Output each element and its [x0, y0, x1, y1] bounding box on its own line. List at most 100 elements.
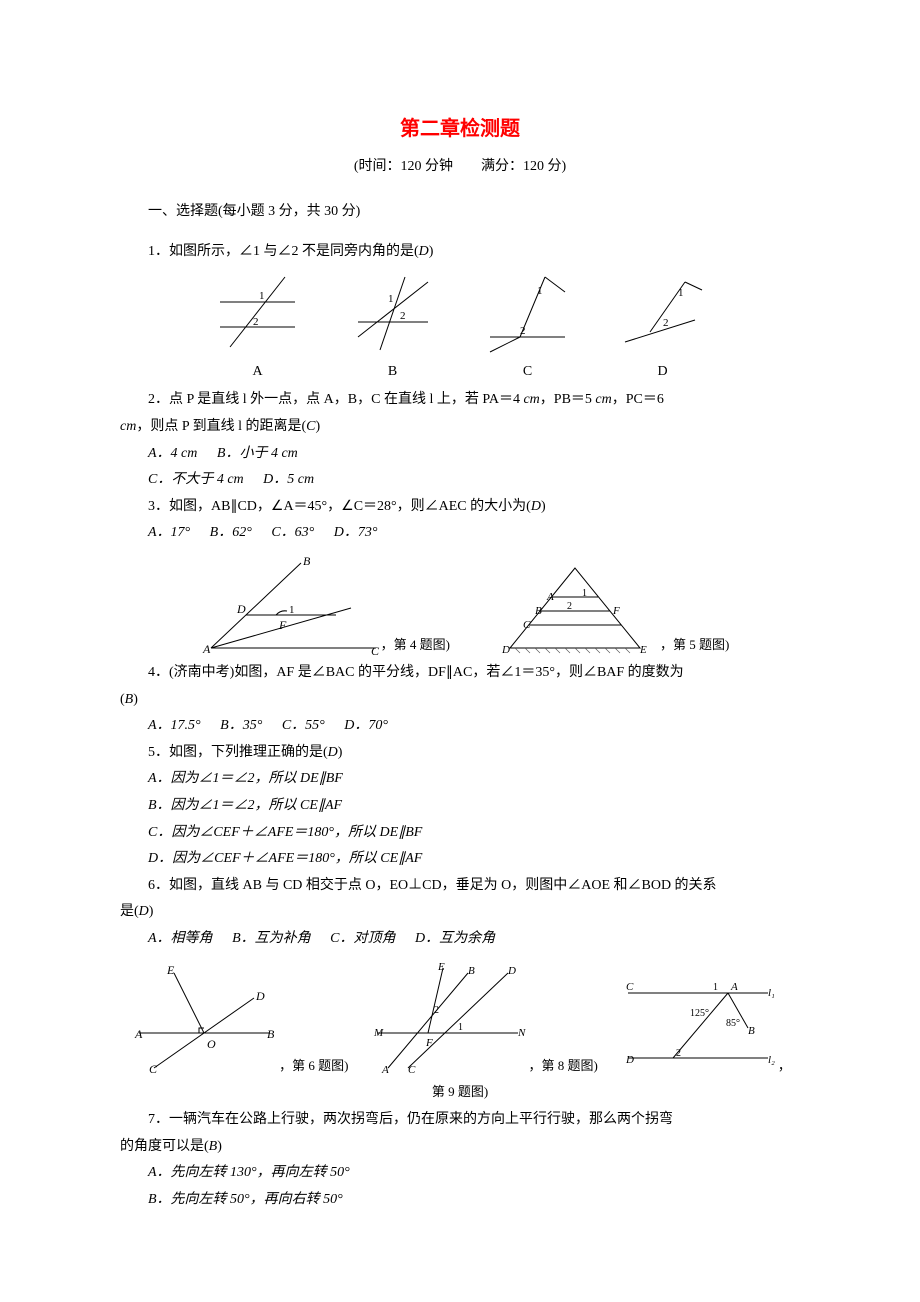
q4-suffix: )	[133, 692, 138, 707]
svg-text:B: B	[267, 1027, 275, 1041]
q8-svg: M N A C B D E F 1 2	[368, 958, 528, 1078]
q6-line2: 是(D)	[120, 899, 800, 926]
q7-prefix: 7．一辆汽车在公路上行驶，两次拐弯后，仍在原来的方向上平行行驶，那么两个拐弯	[148, 1112, 673, 1127]
q4-opts: A．17.5° B．35° C．55° D．70°	[120, 713, 800, 740]
svg-text:A: A	[730, 981, 738, 993]
q7-suffix: )	[217, 1139, 222, 1154]
q5-prefix: 5．如图，下列推理正确的是(	[148, 745, 328, 760]
svg-text:2: 2	[663, 317, 669, 329]
q3-optC: C．63°	[271, 525, 314, 540]
q4-svg: A B C D F 1	[191, 553, 381, 658]
q9-caption-inline: ，	[778, 1054, 791, 1079]
q1-fig-a: 1 2 A	[215, 272, 300, 386]
q6-svg: A B C D E O	[129, 958, 279, 1078]
svg-text:A: A	[546, 591, 554, 603]
svg-text:F: F	[425, 1037, 433, 1049]
q7-answer: B	[209, 1139, 218, 1154]
q2-l1c: ，PC＝6	[612, 392, 664, 407]
q3-optD: D．73°	[334, 525, 378, 540]
svg-text:O: O	[207, 1037, 216, 1051]
q5-optB-line: B．因为∠1＝∠2，所以 CE∥AF	[120, 793, 800, 820]
q3-optB: B．62°	[210, 525, 252, 540]
q3-text: 3．如图，AB∥CD，∠A＝45°，∠C＝28°，则∠AEC 的大小为(D)	[120, 494, 800, 521]
q2-opts-1: A．4 cm B．小于 4 cm	[120, 441, 800, 468]
q2-l1b: ，PB＝5	[540, 392, 596, 407]
q7-optA: A．先向左转 130°，再向左转 50°	[148, 1165, 350, 1180]
q7-text: 7．一辆汽车在公路上行驶，两次拐弯后，仍在原来的方向上平行行驶，那么两个拐弯	[120, 1107, 800, 1134]
q4-optD: D．70°	[344, 718, 388, 733]
q2-l2b: )	[316, 419, 321, 434]
q3-suffix: )	[541, 499, 546, 514]
q5-optA: A．因为∠1＝∠2，所以 DE∥BF	[148, 771, 343, 786]
q6-optC: C．对顶角	[330, 931, 395, 946]
svg-text:1: 1	[678, 287, 684, 299]
svg-text:2: 2	[567, 601, 572, 612]
svg-text:1: 1	[537, 285, 543, 297]
q3-opts: A．17° B．62° C．63° D．73°	[120, 520, 800, 547]
q4-optC: C．55°	[282, 718, 325, 733]
svg-text:C: C	[523, 619, 531, 631]
svg-text:1: 1	[458, 1022, 463, 1033]
q2-u2: cm	[595, 392, 611, 407]
q2-l2a: ，则点 P 到直线 l 的距离是(	[136, 419, 306, 434]
q7-optB-line: B．先向左转 50°，再向右转 50°	[120, 1187, 800, 1214]
svg-text:B: B	[748, 1025, 755, 1037]
q5-optD: D．因为∠CEF＋∠AFE＝180°，所以 CE∥AF	[148, 851, 422, 866]
q6-figure: A B C D E O ，第 6 题图)	[129, 958, 348, 1078]
q1-fig-c: 1 2 C	[485, 272, 570, 386]
q6-answer: D	[139, 904, 149, 919]
q6-optA: A．相等角	[148, 931, 213, 946]
q1-svg-c: 1 2	[485, 272, 570, 357]
q2-u3: cm	[120, 419, 136, 434]
q2-optA: A．4 cm	[148, 446, 197, 461]
svg-text:1: 1	[582, 588, 587, 599]
q4-text: 4．(济南中考)如图，AF 是∠BAC 的平分线，DF∥AC，若∠1＝35°，则…	[120, 660, 800, 687]
q5-optA-line: A．因为∠1＝∠2，所以 DE∥BF	[120, 766, 800, 793]
q1-label-b: B	[350, 359, 435, 386]
svg-text:2: 2	[400, 310, 406, 322]
q7-optA-line: A．先向左转 130°，再向左转 50°	[120, 1160, 800, 1187]
svg-text:E: E	[639, 644, 647, 656]
q2-answer: C	[306, 419, 315, 434]
svg-text:D: D	[501, 644, 510, 656]
svg-text:D: D	[507, 965, 516, 977]
q1-svg-a: 1 2	[215, 272, 300, 357]
q5-svg: A B C D E F 1 2	[490, 558, 660, 658]
q3-answer: D	[531, 499, 541, 514]
q6-optD: D．互为余角	[415, 931, 495, 946]
q6-prefix: 6．如图，直线 AB 与 CD 相交于点 O，EO⊥CD，垂足为 O，则图中∠A…	[148, 878, 717, 893]
q6-opts: A．相等角 B．互为补角 C．对顶角 D．互为余角	[120, 926, 800, 953]
q2-optD: D．5 cm	[263, 472, 314, 487]
q5-suffix: )	[338, 745, 343, 760]
svg-text:A: A	[202, 642, 211, 656]
q2-line1: 2．点 P 是直线 l 外一点，点 A，B，C 在直线 l 上，若 PA＝4 c…	[120, 387, 800, 414]
svg-text:2: 2	[434, 1005, 439, 1016]
q6-l2: 是(	[120, 904, 139, 919]
q6-text: 6．如图，直线 AB 与 CD 相交于点 O，EO⊥CD，垂足为 O，则图中∠A…	[120, 873, 800, 900]
svg-text:l₁: l₁	[768, 987, 775, 999]
q9-figure: C l₁ D l₂ A B 1 2 125° 85° ，	[618, 968, 791, 1078]
svg-text:2: 2	[253, 316, 259, 328]
svg-text:1: 1	[388, 293, 394, 305]
q5-optC: C．因为∠CEF＋∠AFE＝180°，所以 DE∥BF	[148, 825, 422, 840]
svg-text:2: 2	[676, 1048, 681, 1059]
q6-suffix: )	[149, 904, 154, 919]
q1-label-d: D	[620, 359, 705, 386]
q5-answer: D	[328, 745, 338, 760]
svg-text:l₂: l₂	[768, 1054, 775, 1066]
svg-text:E: E	[437, 961, 445, 973]
svg-text:F: F	[612, 605, 620, 617]
svg-text:B: B	[468, 965, 475, 977]
svg-text:B: B	[303, 554, 311, 568]
q4-line2: (B)	[120, 687, 800, 714]
svg-text:D: D	[236, 602, 246, 616]
q5-caption: ，第 5 题图)	[660, 633, 729, 658]
q3-prefix: 3．如图，AB∥CD，∠A＝45°，∠C＝28°，则∠AEC 的大小为(	[148, 499, 531, 514]
q2-opts-2: C．不大于 4 cm D．5 cm	[120, 467, 800, 494]
q1-fig-d: 1 2 D	[620, 272, 705, 386]
page-title: 第二章检测题	[120, 110, 800, 148]
svg-text:C: C	[371, 644, 380, 658]
q4-prefix: 4．(济南中考)如图，AF 是∠BAC 的平分线，DF∥AC，若∠1＝35°，则…	[148, 665, 684, 680]
q5-figure: A B C D E F 1 2 ，第 5 题图)	[490, 558, 729, 658]
page-subtitle: (时间：120 分钟 满分：120 分)	[120, 154, 800, 181]
